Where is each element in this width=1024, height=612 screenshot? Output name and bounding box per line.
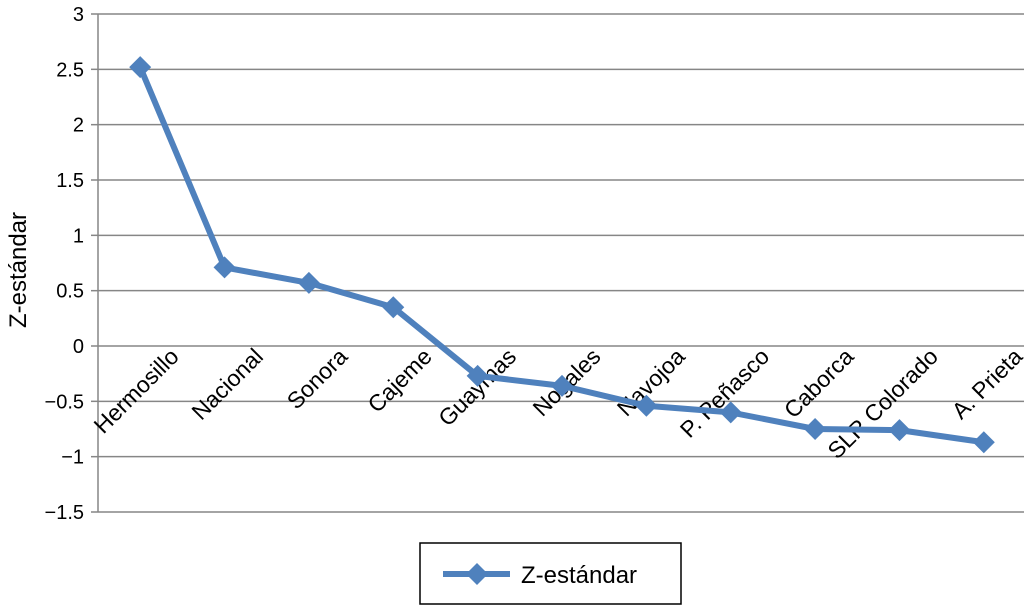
y-tick-label: −0.5 (45, 391, 84, 413)
x-tick-label: A. Prieta (947, 343, 1024, 424)
x-tick-label: Nacional (186, 343, 268, 425)
y-tick-label: 1.5 (56, 170, 84, 192)
data-point-marker (382, 296, 405, 319)
legend-label: Z-estándar (521, 562, 637, 589)
data-point-marker (551, 374, 573, 397)
data-point-marker (297, 271, 320, 294)
x-tick-label: Hermosillo (89, 343, 184, 438)
x-tick-label: Sonora (282, 343, 353, 414)
data-point-marker (888, 419, 911, 442)
x-tick-label: Cajeme (362, 343, 436, 417)
y-tick-label: 0 (73, 336, 84, 358)
y-axis-ticks: 3 2.5 2 1.5 1 0.5 0 −0.5 −1 −1.5 (45, 4, 98, 524)
data-point-marker (466, 364, 489, 387)
data-point-marker (804, 418, 827, 440)
data-point-marker (635, 394, 658, 417)
data-point-marker (129, 56, 152, 79)
data-point-marker (719, 401, 742, 424)
legend-box (419, 542, 682, 605)
x-tick-label: Guaymas (433, 343, 521, 431)
y-tick-label: 2.5 (56, 59, 84, 81)
y-tick-label: −1 (61, 447, 84, 469)
y-tick-label: 1 (73, 225, 84, 247)
y-axis-label: Z-estándar (5, 212, 32, 328)
x-tick-label: P. Peñasco (675, 343, 774, 442)
gridlines (97, 13, 1024, 513)
y-tick-label: 0.5 (56, 281, 84, 303)
y-tick-label: 3 (73, 4, 84, 26)
legend-marker (466, 563, 488, 585)
y-tick-label: −1.5 (45, 502, 84, 524)
series-group (129, 56, 995, 454)
legend: Z-estándar (419, 542, 682, 605)
data-point-marker (972, 431, 995, 454)
x-axis-ticks: HermosilloNacionalSonoraCajemeGuaymasNog… (89, 343, 1024, 464)
x-tick-label: Caborca (779, 343, 859, 423)
y-tick-label: 2 (73, 115, 84, 137)
data-point-marker (213, 256, 236, 279)
